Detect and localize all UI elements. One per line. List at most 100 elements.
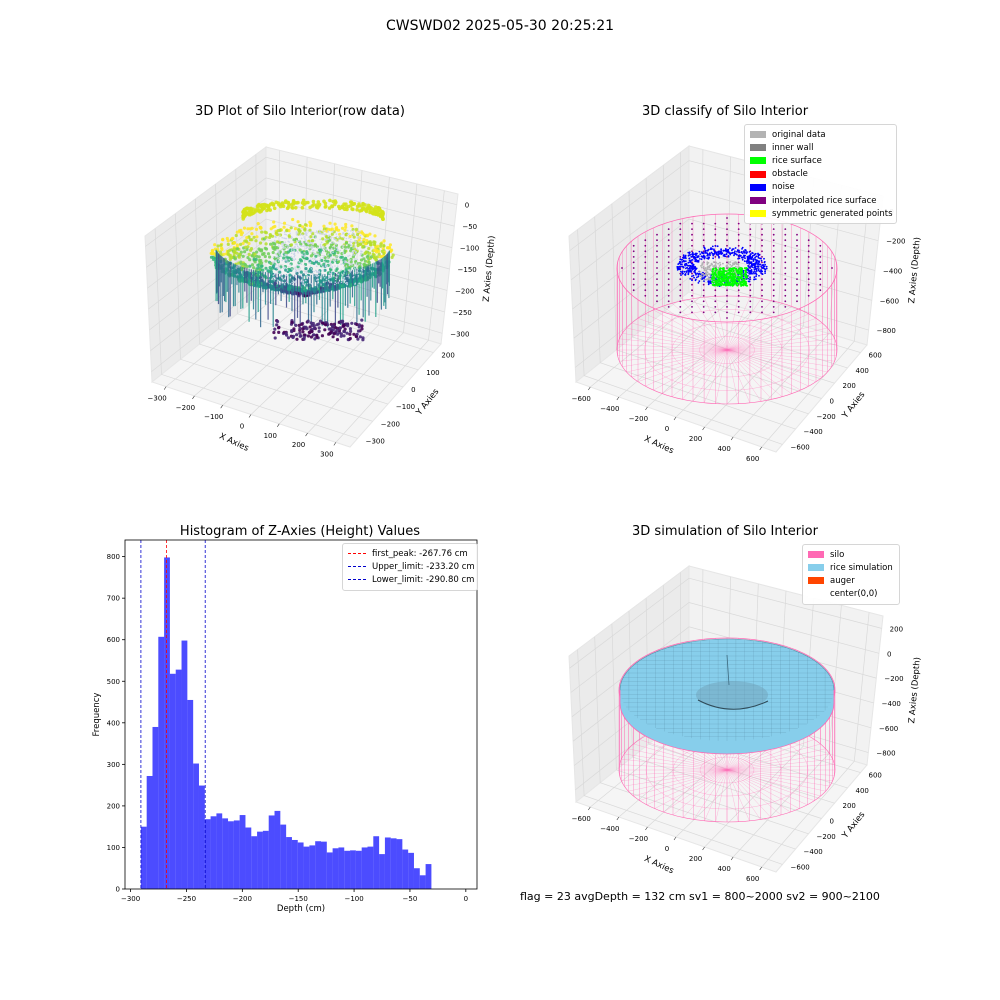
interpolated-point	[667, 228, 670, 231]
data-point	[273, 336, 277, 340]
data-point	[233, 249, 237, 253]
interpolated-point	[726, 300, 728, 303]
data-point	[377, 252, 381, 256]
interpolated-point	[819, 244, 822, 247]
noise-point	[749, 253, 752, 256]
data-point	[257, 247, 261, 251]
noise-point	[696, 255, 699, 258]
noise-point	[741, 258, 744, 261]
x-tick	[588, 386, 591, 391]
noise-point	[714, 251, 716, 254]
status-footer: flag = 23 avgDepth = 132 cm sv1 = 800~20…	[520, 890, 880, 903]
noise-point	[731, 252, 733, 255]
legend-swatch	[750, 197, 766, 205]
data-point	[243, 207, 248, 211]
original-point	[727, 261, 730, 263]
noise-point	[725, 250, 727, 253]
legend-item: noise	[750, 181, 891, 194]
x-tick-label: 0	[665, 845, 669, 853]
data-point	[290, 320, 294, 324]
data-point	[226, 242, 230, 246]
data-point	[328, 198, 332, 203]
histogram-bar	[402, 849, 409, 889]
data-point	[323, 247, 326, 249]
data-point	[374, 245, 378, 249]
data-point	[282, 242, 285, 244]
noise-point	[682, 272, 684, 275]
legend-label: original data	[772, 129, 826, 140]
data-point	[225, 236, 229, 241]
interpolated-point	[656, 233, 658, 236]
data-point	[320, 334, 324, 338]
data-point	[342, 334, 346, 338]
data-point	[239, 242, 243, 246]
data-point	[352, 231, 354, 234]
data-point	[283, 200, 288, 205]
rice-surface-point	[725, 282, 728, 284]
data-point	[328, 249, 331, 252]
data-point	[298, 247, 300, 249]
data-point	[274, 236, 276, 238]
interpolated-point	[726, 239, 728, 242]
histogram-bar	[338, 847, 345, 889]
data-point	[342, 278, 344, 281]
data-point	[335, 276, 337, 278]
rice-surface-point	[713, 284, 716, 287]
rice-surface-point	[740, 284, 743, 287]
data-point	[277, 325, 281, 329]
data-point	[382, 244, 386, 248]
interpolated-point	[726, 317, 728, 319]
data-point	[244, 239, 248, 243]
interpolated-point	[679, 244, 682, 247]
rice-surface-point	[741, 271, 744, 274]
noise-point	[725, 253, 727, 256]
noise-point	[694, 258, 696, 260]
data-point	[281, 243, 284, 245]
data-point	[242, 262, 247, 266]
data-point	[339, 258, 342, 261]
data-point	[357, 231, 360, 233]
data-point	[334, 243, 337, 245]
interpolated-point	[784, 289, 787, 292]
data-point	[302, 245, 304, 247]
noise-point	[714, 245, 717, 247]
interpolated-point	[796, 250, 798, 253]
data-point	[343, 277, 346, 279]
data-point	[308, 275, 310, 278]
original-point	[737, 262, 740, 265]
data-point	[308, 325, 312, 329]
noise-point	[691, 255, 694, 258]
noise-point	[717, 251, 719, 253]
data-point	[354, 245, 356, 247]
interpolated-point	[807, 272, 810, 275]
suptitle: CWSWD02 2025-05-30 20:25:21	[385, 18, 615, 34]
data-point	[352, 252, 354, 254]
interpolated-point	[726, 256, 728, 258]
data-point	[294, 254, 296, 257]
original-point	[712, 261, 715, 263]
rice-surface-point	[727, 273, 730, 275]
data-point	[327, 238, 329, 240]
interpolated-point	[819, 278, 822, 280]
interpolated-point	[702, 233, 705, 236]
histogram-bar	[413, 868, 420, 889]
noise-point	[689, 254, 692, 256]
data-point	[296, 234, 299, 237]
data-point	[323, 233, 326, 236]
data-point	[335, 328, 339, 332]
data-point	[316, 259, 318, 262]
legend-label: center(0,0)	[830, 589, 878, 600]
interpolated-point	[726, 222, 728, 225]
data-point	[216, 244, 220, 248]
data-point	[322, 224, 326, 228]
z-tick-label: −300	[450, 330, 469, 338]
interpolated-point	[656, 294, 658, 297]
data-point	[353, 266, 355, 268]
data-point	[264, 203, 268, 207]
data-point	[363, 252, 367, 256]
data-point	[340, 255, 344, 259]
rice-surface-point	[712, 281, 715, 284]
data-point	[303, 236, 305, 238]
interpolated-point	[691, 272, 693, 275]
data-point	[322, 256, 324, 259]
